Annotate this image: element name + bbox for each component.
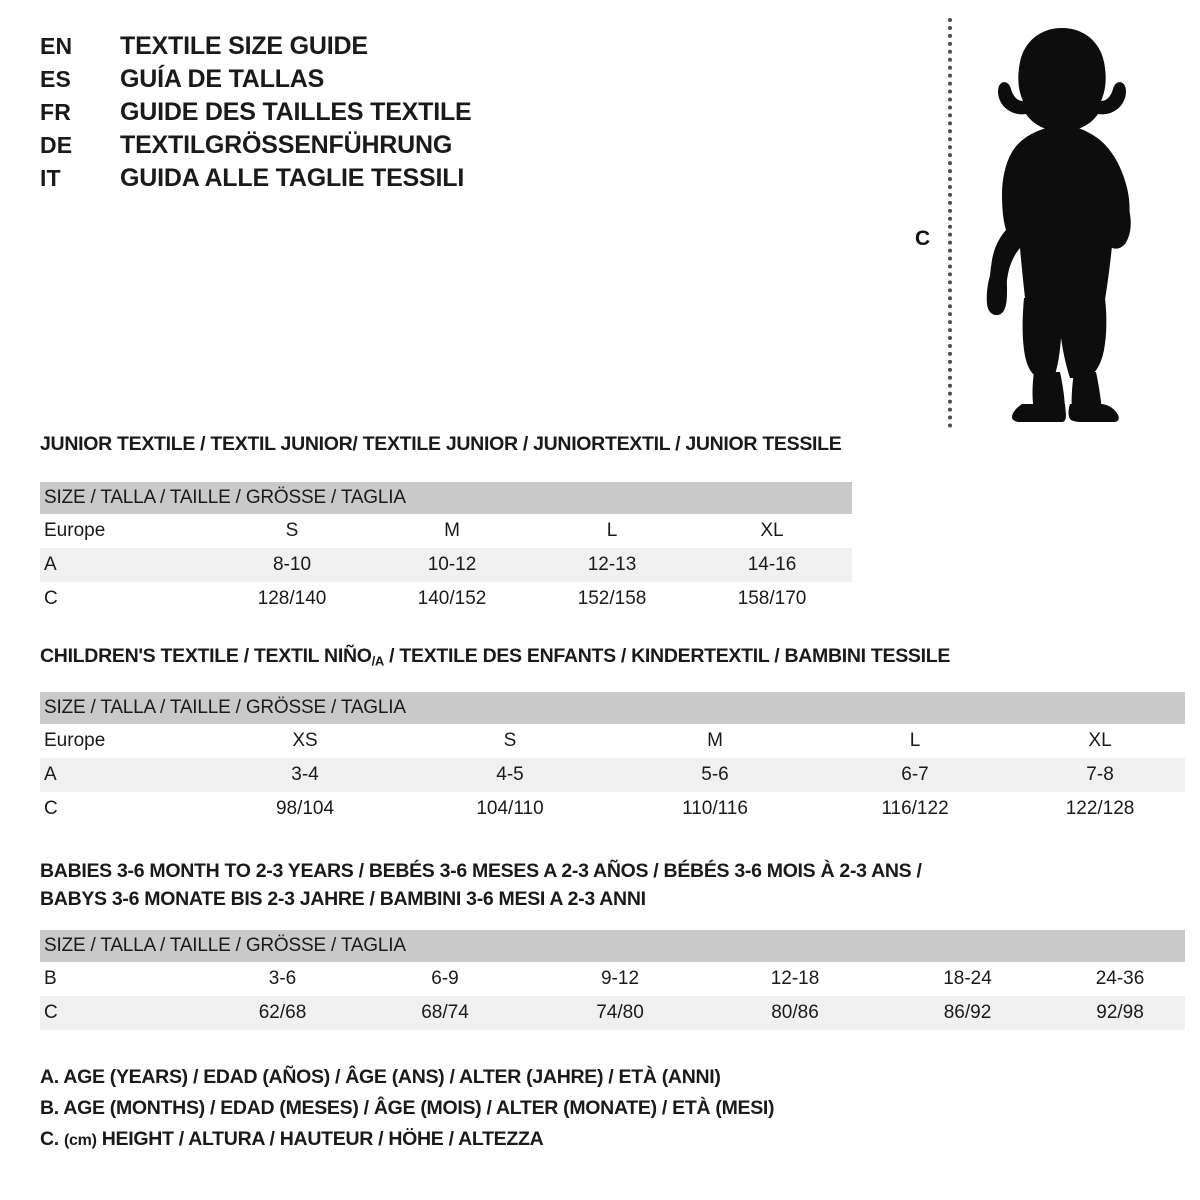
legend-line-a: A. AGE (YEARS) / EDAD (AÑOS) / ÂGE (ANS)… <box>40 1066 721 1088</box>
language-code-fr: FR <box>40 99 72 125</box>
children-size-table: SIZE / TALLA / TAILLE / GRÖSSE / TAGLIA … <box>40 692 1186 826</box>
children-c-s: 104/110 <box>405 792 615 826</box>
language-title-it: GUIDA ALLE TAGLIE TESSILI <box>120 164 465 192</box>
children-a-xl: 7-8 <box>1015 758 1186 792</box>
children-c-xs: 98/104 <box>205 792 405 826</box>
child-silhouette-icon <box>986 28 1131 422</box>
babies-c-col2: 68/74 <box>360 996 530 1030</box>
children-a-m: 5-6 <box>615 758 815 792</box>
children-a-l: 6-7 <box>815 758 1015 792</box>
language-code-en: EN <box>40 33 73 59</box>
legend-block: A. AGE (YEARS) / EDAD (AÑOS) / ÂGE (ANS)… <box>40 1066 775 1159</box>
junior-c-s: 128/140 <box>212 582 372 616</box>
table-row: B 3-6 6-9 9-12 12-18 18-24 24-36 <box>40 962 1186 996</box>
babies-b-col3: 9-12 <box>530 962 710 996</box>
language-row-es: ES GUÍA DE TALLAS <box>40 65 680 98</box>
children-size-m: M <box>615 724 815 758</box>
junior-size-table: SIZE / TALLA / TAILLE / GRÖSSE / TAGLIA … <box>40 482 853 616</box>
table-row: A 3-4 4-5 5-6 6-7 7-8 <box>40 758 1186 792</box>
legend-c-unit: (cm) <box>64 1132 97 1149</box>
junior-size-s: S <box>212 514 372 548</box>
section-title-babies-line2: BABYS 3-6 MONATE BIS 2-3 JAHRE / BAMBINI… <box>40 888 646 910</box>
children-size-xs: XS <box>205 724 405 758</box>
babies-c-col6: 92/98 <box>1055 996 1186 1030</box>
language-row-fr: FR GUIDE DES TAILLES TEXTILE <box>40 98 680 131</box>
language-title-es: GUÍA DE TALLAS <box>120 65 325 93</box>
junior-row-label-c: C <box>40 582 212 616</box>
legend-line-c: C. (cm) HEIGHT / ALTURA / HAUTEUR / HÖHE… <box>40 1128 774 1159</box>
table-row: C 62/68 68/74 74/80 80/86 86/92 92/98 <box>40 996 1186 1030</box>
junior-size-m: M <box>372 514 532 548</box>
language-row-de: DE TEXTILGRÖSSENFÜHRUNG <box>40 131 680 164</box>
babies-size-table: SIZE / TALLA / TAILLE / GRÖSSE / TAGLIA … <box>40 930 1186 1030</box>
height-dashed-line <box>948 18 952 428</box>
junior-c-m: 140/152 <box>372 582 532 616</box>
legend-line-b: B. AGE (MONTHS) / EDAD (MESES) / ÂGE (MO… <box>40 1097 775 1119</box>
children-title-pre: CHILDREN'S TEXTILE / TEXTIL NIÑO <box>40 645 372 667</box>
children-table-band-row: SIZE / TALLA / TAILLE / GRÖSSE / TAGLIA <box>40 692 1186 724</box>
junior-region-label: Europe <box>40 514 212 548</box>
children-table-size-row: Europe XS S M L XL <box>40 724 1186 758</box>
junior-a-l: 12-13 <box>532 548 692 582</box>
language-code-de: DE <box>40 132 73 158</box>
babies-b-col5: 18-24 <box>880 962 1055 996</box>
babies-table-band-row: SIZE / TALLA / TAILLE / GRÖSSE / TAGLIA <box>40 930 1186 962</box>
children-title-sub: /A <box>371 653 385 669</box>
section-title-junior: JUNIOR TEXTILE / TEXTIL JUNIOR/ TEXTILE … <box>40 433 842 455</box>
table-row: A 8-10 10-12 12-13 14-16 <box>40 548 853 582</box>
junior-table-size-row: Europe S M L XL <box>40 514 853 548</box>
children-row-label-c: C <box>40 792 205 826</box>
section-title-babies-line1: BABIES 3-6 MONTH TO 2-3 YEARS / BEBÉS 3-… <box>40 860 922 882</box>
children-size-s: S <box>405 724 615 758</box>
children-a-xs: 3-4 <box>205 758 405 792</box>
language-code-es: ES <box>40 66 72 92</box>
babies-b-col2: 6-9 <box>360 962 530 996</box>
children-region-label: Europe <box>40 724 205 758</box>
children-c-xl: 122/128 <box>1015 792 1186 826</box>
junior-row-label-a: A <box>40 548 212 582</box>
language-row-en: EN TEXTILE SIZE GUIDE <box>40 32 680 65</box>
language-title-en: TEXTILE SIZE GUIDE <box>120 32 368 60</box>
language-title-de: TEXTILGRÖSSENFÜHRUNG <box>120 131 453 159</box>
legend-c-prefix: C. <box>40 1128 65 1150</box>
children-a-s: 4-5 <box>405 758 615 792</box>
height-marker-label: C <box>915 227 931 250</box>
junior-table-band-row: SIZE / TALLA / TAILLE / GRÖSSE / TAGLIA <box>40 482 853 514</box>
section-title-children: CHILDREN'S TEXTILE / TEXTIL NIÑO/A / TEX… <box>40 645 950 669</box>
babies-row-label-c: C <box>40 996 205 1030</box>
junior-a-s: 8-10 <box>212 548 372 582</box>
babies-table-band-label: SIZE / TALLA / TAILLE / GRÖSSE / TAGLIA <box>40 930 1186 962</box>
height-measure-figure: C <box>900 8 1200 433</box>
junior-a-xl: 14-16 <box>692 548 853 582</box>
children-c-l: 116/122 <box>815 792 1015 826</box>
babies-c-col4: 80/86 <box>710 996 880 1030</box>
junior-c-l: 152/158 <box>532 582 692 616</box>
table-row: C 128/140 140/152 152/158 158/170 <box>40 582 853 616</box>
children-size-xl: XL <box>1015 724 1186 758</box>
babies-row-label-b: B <box>40 962 205 996</box>
language-title-block: EN TEXTILE SIZE GUIDE ES GUÍA DE TALLAS … <box>40 32 680 197</box>
junior-size-l: L <box>532 514 692 548</box>
babies-c-col3: 74/80 <box>530 996 710 1030</box>
babies-c-col1: 62/68 <box>205 996 360 1030</box>
babies-c-col5: 86/92 <box>880 996 1055 1030</box>
language-code-it: IT <box>40 165 61 191</box>
language-title-fr: GUIDE DES TAILLES TEXTILE <box>120 98 472 126</box>
babies-b-col1: 3-6 <box>205 962 360 996</box>
junior-a-m: 10-12 <box>372 548 532 582</box>
table-row: C 98/104 104/110 110/116 116/122 122/128 <box>40 792 1186 826</box>
babies-b-col6: 24-36 <box>1055 962 1186 996</box>
junior-size-xl: XL <box>692 514 853 548</box>
children-c-m: 110/116 <box>615 792 815 826</box>
children-title-post: / TEXTILE DES ENFANTS / KINDERTEXTIL / B… <box>384 645 951 667</box>
language-row-it: IT GUIDA ALLE TAGLIE TESSILI <box>40 164 680 197</box>
children-size-l: L <box>815 724 1015 758</box>
children-table-band-label: SIZE / TALLA / TAILLE / GRÖSSE / TAGLIA <box>40 692 1186 724</box>
junior-table-band-label: SIZE / TALLA / TAILLE / GRÖSSE / TAGLIA <box>40 482 853 514</box>
children-row-label-a: A <box>40 758 205 792</box>
junior-c-xl: 158/170 <box>692 582 853 616</box>
babies-b-col4: 12-18 <box>710 962 880 996</box>
legend-c-text: HEIGHT / ALTURA / HAUTEUR / HÖHE / ALTEZ… <box>96 1128 544 1150</box>
